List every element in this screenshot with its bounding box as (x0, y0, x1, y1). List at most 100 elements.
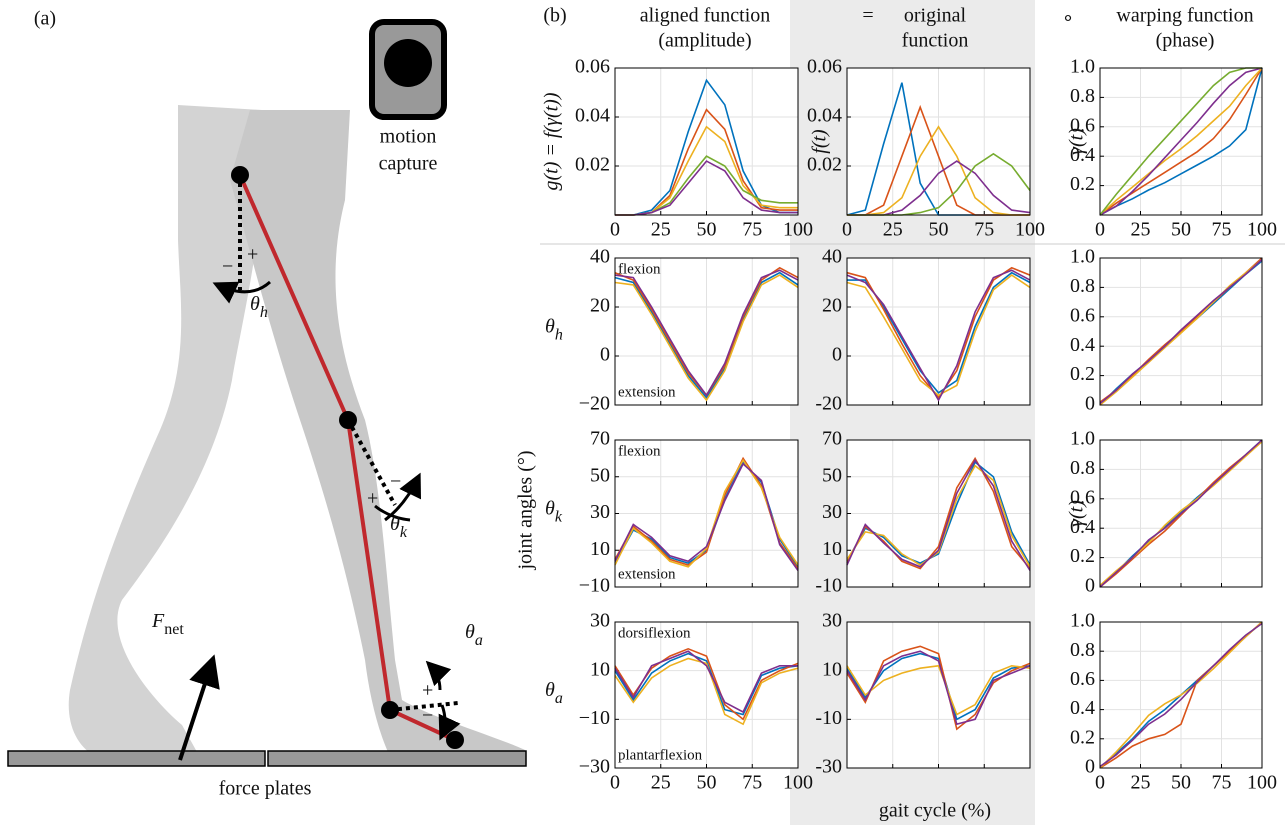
y-tick-label: −10 (579, 707, 610, 729)
x-tick-label: 25 (651, 772, 671, 794)
symbol: θ (545, 679, 555, 701)
x-tick-label: 25 (651, 219, 671, 241)
sign: + (367, 488, 378, 510)
figure: (a) motion capture force plates θh θk θa… (0, 0, 1285, 825)
x-tick-label: 100 (783, 772, 813, 794)
panel-label: (b) (543, 5, 566, 27)
y-tick-label: 0.2 (1070, 363, 1095, 385)
sign: − (422, 705, 433, 727)
symbol: θ (545, 315, 555, 337)
y-axis-label: θa (545, 679, 563, 707)
x-tick-label: 75 (1212, 772, 1232, 794)
y-tick-label: 1.0 (1070, 246, 1095, 268)
y-tick-label: −20 (579, 393, 610, 415)
subscript: h (555, 326, 563, 343)
y-axis-label: g(t) = f(γ(t)) (541, 92, 563, 190)
x-tick-label: 0 (610, 219, 620, 241)
x-tick-label: 50 (1171, 219, 1191, 241)
x-tick-label: 0 (610, 772, 620, 794)
joint-angle-label: θk (390, 513, 408, 541)
x-tick-label: 75 (974, 219, 994, 241)
y-tick-label: -10 (815, 575, 842, 597)
annotation: flexion (618, 261, 661, 277)
y-tick-label: 0.8 (1070, 275, 1095, 297)
operator: = (862, 5, 873, 27)
annotation: flexion (618, 443, 661, 459)
column-title: aligned function (640, 5, 771, 27)
y-tick-label: 0.8 (1070, 639, 1095, 661)
x-tick-label: 0 (1095, 219, 1105, 241)
x-tick-label: 25 (1131, 772, 1151, 794)
y-tick-label: 0.04 (807, 105, 842, 127)
column-title: (amplitude) (658, 30, 751, 52)
y-tick-label: 0.2 (1070, 545, 1095, 567)
x-tick-label: 50 (1171, 772, 1191, 794)
subscript: k (555, 508, 563, 525)
y-tick-label: 40 (590, 246, 610, 268)
annotation: dorsiflexion (618, 625, 691, 641)
x-tick-label: 100 (1015, 219, 1045, 241)
y-tick-label: 30 (590, 501, 610, 523)
x-tick-label: 75 (1212, 219, 1232, 241)
y-tick-label: 40 (822, 246, 842, 268)
symbol: θ (545, 497, 555, 519)
x-tick-label: 50 (697, 219, 717, 241)
column-title: original (904, 5, 967, 27)
x-tick-label: 75 (742, 219, 762, 241)
y-axis-label: γ(t) (1066, 500, 1088, 527)
panel-label: (a) (34, 8, 56, 30)
y-tick-label: 0.06 (807, 56, 842, 78)
y-tick-label: 30 (822, 610, 842, 632)
camera-label: motion (380, 126, 437, 148)
force-label: Fnet (151, 610, 184, 638)
y-tick-label: 10 (822, 658, 842, 680)
y-tick-label: 0 (1085, 756, 1095, 778)
x-tick-label: 100 (1247, 772, 1277, 794)
y-axis-label: γ(t) (1066, 128, 1088, 155)
column-title: function (902, 30, 969, 52)
shared-y-label: joint angles (°) (515, 450, 537, 570)
camera-label: capture (379, 153, 438, 175)
y-tick-label: -10 (815, 707, 842, 729)
x-tick-label: 50 (929, 219, 949, 241)
x-tick-label: 75 (742, 772, 762, 794)
y-axis-label: θh (545, 315, 563, 343)
y-tick-label: 0.6 (1070, 668, 1095, 690)
y-tick-label: 10 (590, 538, 610, 560)
sign: − (390, 471, 401, 493)
y-tick-label: 30 (590, 610, 610, 632)
y-tick-label: 0.02 (807, 154, 842, 176)
y-tick-label: 50 (822, 464, 842, 486)
x-tick-label: 0 (842, 219, 852, 241)
y-tick-label: 30 (822, 501, 842, 523)
y-tick-label: 10 (590, 658, 610, 680)
y-tick-label: 20 (822, 295, 842, 317)
leg-diagram (8, 22, 526, 766)
x-tick-label: 50 (697, 772, 717, 794)
shared-x-label: gait cycle (%) (879, 800, 991, 822)
joint-angle-label: θa (465, 621, 483, 649)
y-tick-label: 0.04 (575, 105, 610, 127)
annotation: extension (618, 566, 676, 582)
y-tick-label: 1.0 (1070, 610, 1095, 632)
y-axis-label: θk (545, 497, 563, 525)
y-tick-label: 0.2 (1070, 173, 1095, 195)
y-tick-label: 20 (590, 295, 610, 317)
y-tick-label: −10 (579, 575, 610, 597)
y-axis-label: f(t) (809, 129, 831, 154)
sign: + (422, 680, 433, 702)
annotation: plantarflexion (618, 747, 703, 763)
y-tick-label: 0.2 (1070, 726, 1095, 748)
y-tick-label: 10 (822, 538, 842, 560)
y-tick-label: 70 (590, 428, 610, 450)
x-tick-label: 25 (1131, 219, 1151, 241)
y-tick-label: −30 (579, 756, 610, 778)
annotation: extension (618, 384, 676, 400)
column-title: (phase) (1156, 30, 1215, 52)
y-tick-label: 0.06 (575, 56, 610, 78)
x-tick-label: 100 (1247, 219, 1277, 241)
y-tick-label: 0.6 (1070, 304, 1095, 326)
sign: − (222, 256, 233, 278)
y-tick-label: 0.4 (1070, 334, 1095, 356)
subscript: a (555, 690, 563, 707)
